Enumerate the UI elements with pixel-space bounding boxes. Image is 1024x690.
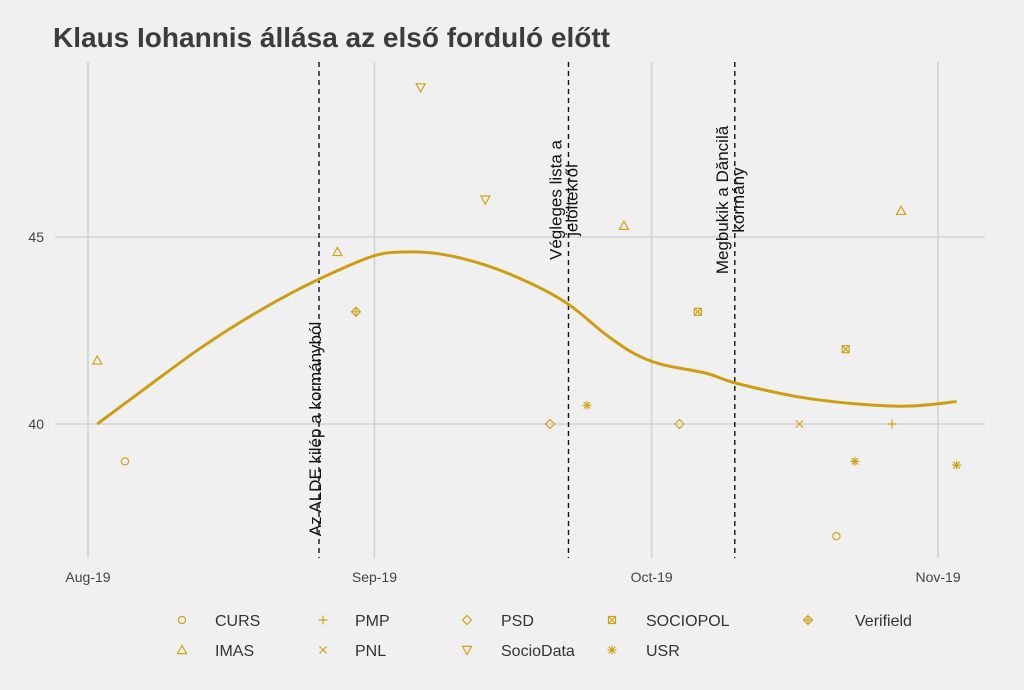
point-psd	[544, 418, 556, 430]
diamond-icon	[461, 614, 473, 626]
point-usr	[582, 400, 592, 410]
trend-line	[96, 250, 957, 426]
legend: CURS PMP PSD SOCIOPOL Verifield IMAS PNL SocioD…	[176, 613, 912, 660]
legend-item-pmp: PMP	[318, 613, 390, 630]
point-pnl	[795, 420, 804, 428]
legend-label: SocioData	[501, 643, 575, 660]
legend-item-curs: CURS	[177, 613, 260, 630]
event-annotation: Végleges lista a	[546, 139, 565, 260]
legend-label: CURS	[215, 613, 260, 630]
point-psd	[674, 418, 685, 430]
legend-label: IMAS	[215, 643, 254, 660]
axes: Aug-19 Sep-19 Oct-19 Nov-19 40 45	[28, 229, 960, 585]
legend-item-usr: USR	[607, 643, 680, 660]
legend-item-psd: PSD	[461, 613, 534, 630]
x-tick-label: Nov-19	[916, 569, 961, 585]
event-annotation: Az ALDE kilép a kormányból	[306, 322, 325, 537]
square-x-icon	[607, 615, 617, 625]
legend-item-imas: IMAS	[176, 643, 254, 660]
legend-item-sociodata: SocioData	[461, 643, 575, 660]
point-imas	[618, 220, 630, 230]
legend-label: SOCIOPOL	[646, 613, 730, 630]
point-sociodata	[479, 195, 491, 206]
legend-label: PSD	[501, 613, 534, 630]
loess-trend	[96, 250, 957, 426]
x-tick-label: Oct-19	[631, 569, 673, 585]
grid	[55, 62, 985, 558]
event-annotation: kormány	[729, 167, 748, 233]
legend-label: PNL	[355, 643, 386, 660]
point-imas	[91, 354, 103, 365]
point-imas	[331, 246, 343, 257]
y-tick-label: 40	[28, 416, 44, 432]
point-sociopol	[693, 307, 702, 316]
legend-label: PMP	[355, 613, 390, 630]
event-annotation: jelöltekről	[562, 164, 581, 237]
plus-icon	[318, 615, 328, 625]
circle-icon	[177, 615, 187, 625]
legend-item-pnl: PNL	[319, 643, 386, 660]
diamond-plus-icon	[802, 614, 814, 626]
legend-item-verifield: Verifield	[802, 613, 912, 630]
event-annotation: Megbukik a Dăncilă	[713, 125, 732, 274]
cross-icon	[319, 646, 327, 654]
triangle-down-icon	[461, 645, 473, 656]
event-lines: Az ALDE kilép a kormányból Végleges lista…	[306, 62, 748, 558]
chart-title: Klaus Iohannis állása az első forduló el…	[53, 22, 610, 53]
point-usr	[850, 456, 860, 466]
point-usr	[952, 460, 962, 470]
x-tick-label: Aug-19	[65, 569, 110, 585]
point-curs	[832, 532, 841, 541]
point-verifield	[350, 306, 362, 318]
point-sociopol	[841, 345, 850, 354]
legend-item-sociopol: SOCIOPOL	[607, 613, 730, 630]
point-imas	[895, 205, 907, 216]
legend-label: USR	[646, 643, 680, 660]
triangle-icon	[176, 644, 188, 655]
asterisk-icon	[607, 645, 617, 655]
point-sociodata	[415, 83, 427, 94]
y-tick-label: 45	[28, 229, 44, 245]
data-points	[91, 83, 962, 541]
legend-label: Verifield	[855, 613, 912, 630]
point-pmp	[887, 419, 897, 429]
x-tick-label: Sep-19	[352, 569, 397, 585]
point-curs	[120, 457, 130, 466]
